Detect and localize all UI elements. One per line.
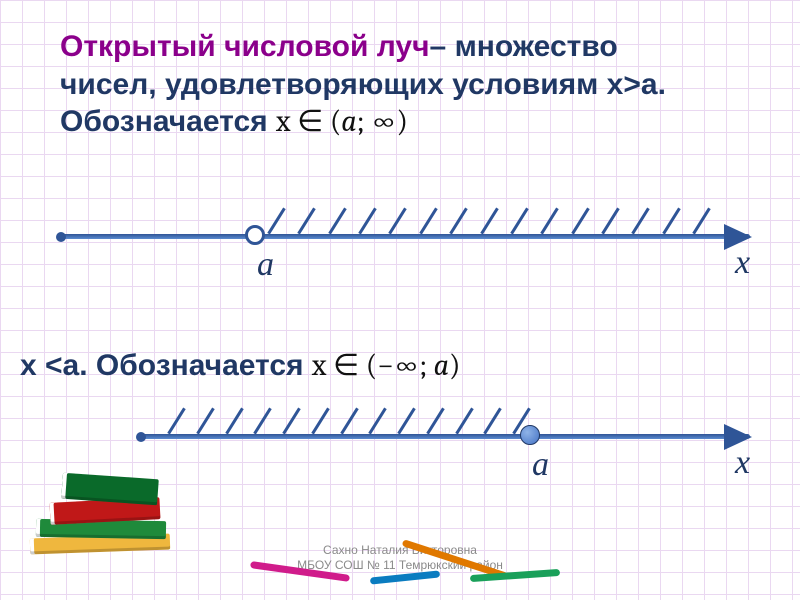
axis-hatching	[275, 206, 700, 234]
axis-start-dot	[56, 232, 66, 242]
axis-hatching	[175, 406, 520, 434]
title-dash: –	[430, 30, 455, 63]
axis-point-a	[245, 225, 265, 245]
number-line-2: ax	[140, 400, 750, 470]
notation2-close: )	[449, 348, 460, 383]
notation1-inf: ∞	[371, 104, 397, 139]
pen-icon	[370, 570, 440, 584]
slide-content: Открытый числовой луч– множество чисел, …	[0, 0, 800, 600]
slide-root: Открытый числовой луч– множество чисел, …	[0, 0, 800, 600]
cond2-text: x <a. Обозначается	[20, 349, 304, 382]
axis-label-x: x	[735, 244, 750, 282]
number-line-1: ax	[60, 200, 750, 270]
pens-clipart	[250, 550, 570, 586]
title-block: Открытый числовой луч– множество чисел, …	[60, 28, 680, 141]
notation-1: x ∈ (a; ∞)	[276, 104, 408, 139]
axis-label-a: a	[532, 446, 549, 484]
notation2-inf: ∞	[394, 348, 420, 383]
axis-line	[140, 434, 750, 439]
notation-2: x ∈ (−∞; a)	[312, 348, 461, 383]
notation2-prefix: x ∈ (−	[312, 348, 394, 383]
notation1-sep: ;	[357, 104, 371, 139]
notation1-close: )	[397, 104, 408, 139]
book-icon	[61, 473, 159, 506]
notation2-sep: ;	[419, 348, 433, 383]
condition-2: x <a. Обозначается x ∈ (−∞; a)	[20, 348, 460, 383]
axis-start-dot	[136, 432, 146, 442]
axis-label-x: x	[735, 444, 750, 482]
notation1-a: a	[341, 104, 356, 139]
books-clipart	[30, 450, 200, 570]
title-heading: Открытый числовой луч	[60, 30, 430, 63]
notation2-a: a	[434, 348, 449, 383]
axis-label-a: a	[257, 246, 274, 284]
notation1-prefix: x ∈ (	[276, 104, 341, 139]
axis-point-a	[520, 425, 540, 445]
axis-line	[60, 234, 750, 239]
pen-icon	[250, 561, 350, 582]
